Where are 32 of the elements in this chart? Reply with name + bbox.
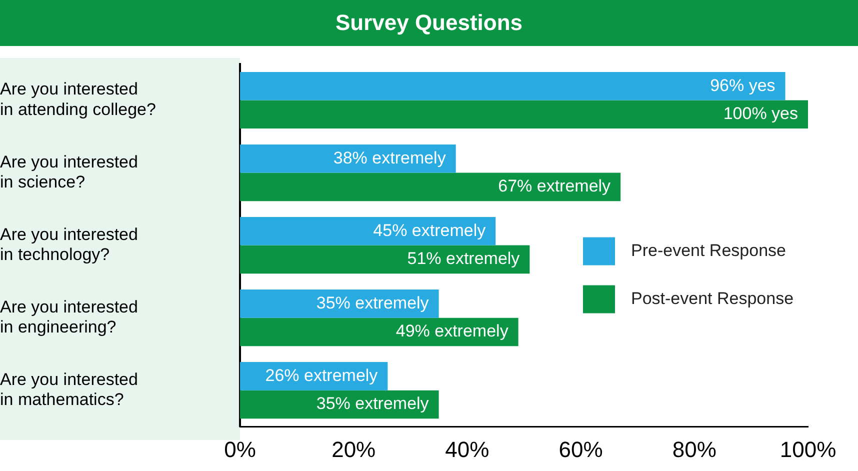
data-label: 51% extremely (407, 249, 520, 268)
bar (240, 100, 808, 129)
x-tick-label: 20% (332, 436, 376, 462)
x-tick-label: 40% (445, 436, 490, 462)
x-tick-label: 80% (672, 436, 716, 462)
data-label: 35% extremely (316, 394, 430, 414)
data-label: 67% extremely (498, 176, 612, 196)
bar (240, 217, 496, 246)
bar (240, 318, 518, 346)
y-tick-label: Are you interested in technology? (0, 224, 138, 264)
bar (240, 72, 786, 100)
data-label: 26% extremely (265, 366, 378, 385)
y-tick-label: Are you interested in attending college? (0, 80, 156, 120)
y-tick-label: Are you interested in engineering? (0, 297, 138, 337)
data-label: 96% yes (710, 76, 776, 95)
legend-label: Pre-event Response (631, 240, 786, 260)
legend-label: Post-event Response (631, 288, 794, 308)
x-tick-label: 0% (224, 436, 256, 462)
bar (240, 172, 621, 202)
y-tick-label: Are you interested in science? (0, 152, 138, 192)
data-label: 45% extremely (373, 220, 486, 240)
data-label: 38% extremely (333, 148, 446, 168)
x-tick-label: 100% (780, 436, 836, 462)
bar (240, 290, 439, 318)
data-label: 35% extremely (316, 293, 430, 312)
bar (240, 245, 530, 274)
data-label: 49% extremely (396, 322, 509, 341)
x-tick-label: 60% (558, 436, 603, 462)
bar (240, 144, 456, 173)
chart-title: Survey Questions (0, 0, 858, 46)
data-label: 100% yes (723, 104, 798, 124)
y-tick-label: Are you interested in mathematics? (0, 370, 138, 410)
